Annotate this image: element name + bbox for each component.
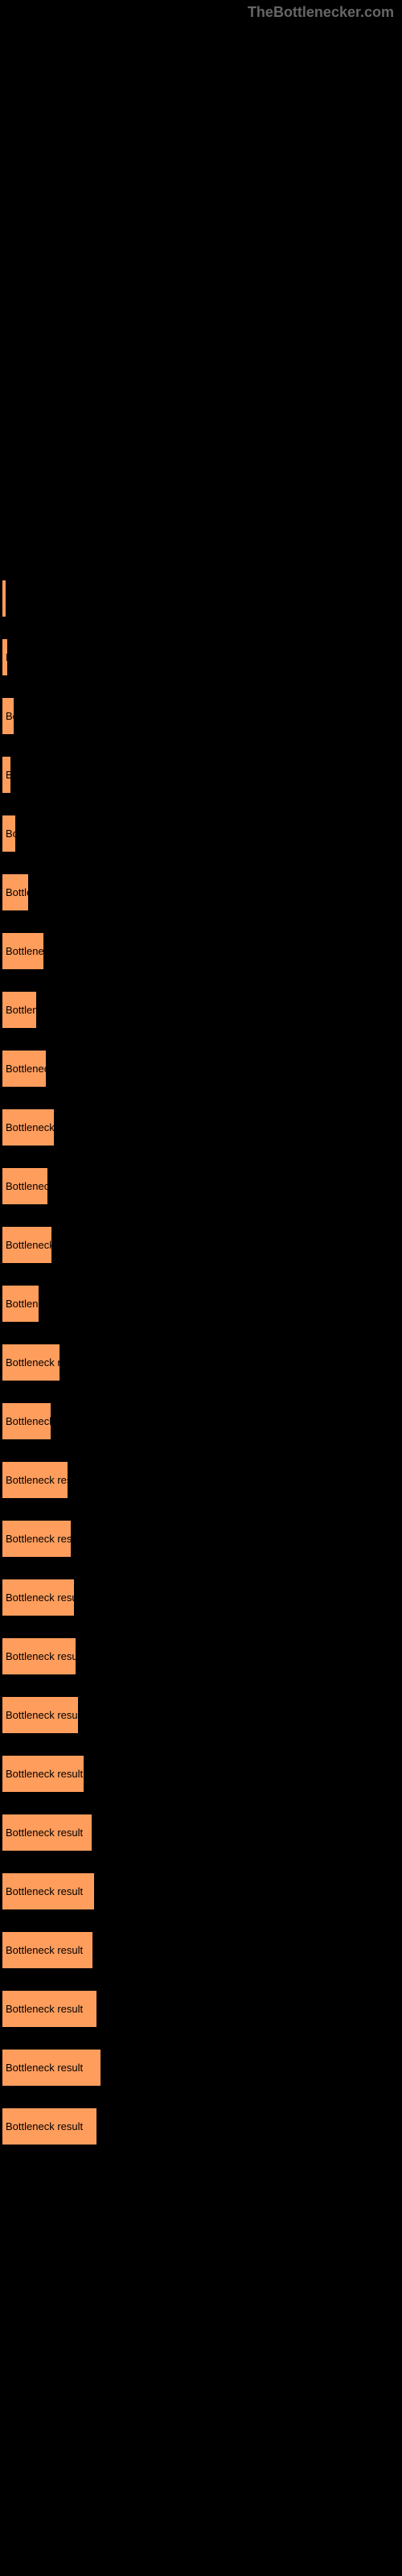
bar-label: Bottleneck result xyxy=(6,1415,51,1427)
chart-bar: Bottleneck result xyxy=(2,1990,97,2028)
chart-bar: Bottleneck result xyxy=(2,1461,68,1499)
bar-chart: Bottleneck result Bottleneck result Bottle… xyxy=(0,0,402,2145)
bar-label: Bottleneck result xyxy=(6,1827,83,1839)
bar-label: Bottleneck result xyxy=(6,1298,39,1310)
bar-label: Bottleneck result xyxy=(6,1239,52,1251)
bar-row: Bottleneck result xyxy=(2,1226,402,1264)
bar-label: Bottleneck result xyxy=(6,2062,83,2074)
bar-label: Bottleneck result xyxy=(6,1944,83,1956)
bar-label: Bottleneck result xyxy=(6,2003,83,2015)
bar-row: Bottleneck result xyxy=(2,1285,402,1323)
bar-row: Bottleneck result xyxy=(2,1872,402,1910)
bar-row: Bottleneck result xyxy=(2,1520,402,1558)
bar-label: Bottleneck result xyxy=(6,1591,75,1604)
bar-row: Bottleneck result xyxy=(2,1461,402,1499)
bar-label: Bottleneck result xyxy=(6,1885,83,1897)
bar-row: Bottleneck result xyxy=(2,1344,402,1381)
bar-label: Bottleneck result xyxy=(6,1121,55,1133)
chart-bar: Bottleneck result xyxy=(2,1872,95,1910)
bar-row: Bottleneck result xyxy=(2,1579,402,1616)
bar-row: Bottleneck result xyxy=(2,2107,402,2145)
bar-row: Bottleneck result xyxy=(2,1814,402,1852)
chart-bar: Bottleneck result xyxy=(2,2049,101,2087)
bar-row: Bottleneck result xyxy=(2,580,402,617)
bar-row: Bottleneck result xyxy=(2,1931,402,1969)
bar-row: Bottleneck result xyxy=(2,756,402,794)
chart-bar: Bottleneck result xyxy=(2,1285,39,1323)
chart-bar: Bottleneck result xyxy=(2,1755,84,1793)
bar-row: Bottleneck result xyxy=(2,1050,402,1088)
bar-label: Bottleneck result xyxy=(6,1650,76,1662)
chart-bar: Bottleneck result xyxy=(2,873,29,911)
chart-bar: Bottleneck result xyxy=(2,1931,93,1969)
chart-bar: Bottleneck result xyxy=(2,1344,60,1381)
chart-bar: Bottleneck result xyxy=(2,1402,51,1440)
bar-label: Bottleneck result xyxy=(6,1709,79,1721)
bar-row: Bottleneck result xyxy=(2,1755,402,1793)
chart-bar: Bottleneck result xyxy=(2,932,44,970)
bar-row: Bottleneck result xyxy=(2,1167,402,1205)
bar-row: Bottleneck result xyxy=(2,932,402,970)
bar-row: Bottleneck result xyxy=(2,1108,402,1146)
bar-label: Bottleneck result xyxy=(6,769,11,781)
chart-bar: Bottleneck result xyxy=(2,1579,75,1616)
chart-bar: Bottleneck result xyxy=(2,1226,52,1264)
bar-label: Bottleneck result xyxy=(6,1004,37,1016)
chart-bar: Bottleneck result xyxy=(2,1167,48,1205)
bar-label: Bottleneck result xyxy=(6,1180,48,1192)
watermark-text: TheBottlenecker.com xyxy=(248,4,394,21)
bar-label: Bottleneck result xyxy=(6,2120,83,2132)
bar-row: Bottleneck result xyxy=(2,1637,402,1675)
bar-label: Bottleneck result xyxy=(6,1768,83,1780)
bar-row: Bottleneck result xyxy=(2,1990,402,2028)
bar-row: Bottleneck result xyxy=(2,638,402,676)
chart-bar: Bottleneck result xyxy=(2,638,8,676)
chart-bar: Bottleneck result xyxy=(2,815,16,852)
chart-bar: Bottleneck result xyxy=(2,2107,97,2145)
bar-row: Bottleneck result xyxy=(2,697,402,735)
chart-bar: Bottleneck result xyxy=(2,1637,76,1675)
bar-label: Bottleneck result xyxy=(6,1356,60,1368)
chart-bar: Bottleneck result xyxy=(2,1050,47,1088)
bar-label: Bottleneck result xyxy=(6,1063,47,1075)
chart-bar: Bottleneck result xyxy=(2,1520,72,1558)
bar-row: Bottleneck result xyxy=(2,2049,402,2087)
chart-bar: Bottleneck result xyxy=(2,1696,79,1734)
bar-row: Bottleneck result xyxy=(2,1402,402,1440)
chart-bar: Bottleneck result xyxy=(2,580,6,617)
chart-bar: Bottleneck result xyxy=(2,697,14,735)
bar-label: Bottleneck result xyxy=(6,886,29,898)
bar-label: Bottleneck result xyxy=(6,1533,72,1545)
chart-bar: Bottleneck result xyxy=(2,756,11,794)
chart-bar: Bottleneck result xyxy=(2,1108,55,1146)
bar-label: Bottleneck result xyxy=(6,651,8,663)
bar-row: Bottleneck result xyxy=(2,1696,402,1734)
bar-label: Bottleneck result xyxy=(6,945,44,957)
bar-label: Bottleneck result xyxy=(6,828,16,840)
bar-row: Bottleneck result xyxy=(2,873,402,911)
bar-row: Bottleneck result xyxy=(2,991,402,1029)
chart-bar: Bottleneck result xyxy=(2,991,37,1029)
chart-bar: Bottleneck result xyxy=(2,1814,92,1852)
bar-label: Bottleneck result xyxy=(6,710,14,722)
bar-row: Bottleneck result xyxy=(2,815,402,852)
bar-label: Bottleneck result xyxy=(6,1474,68,1486)
